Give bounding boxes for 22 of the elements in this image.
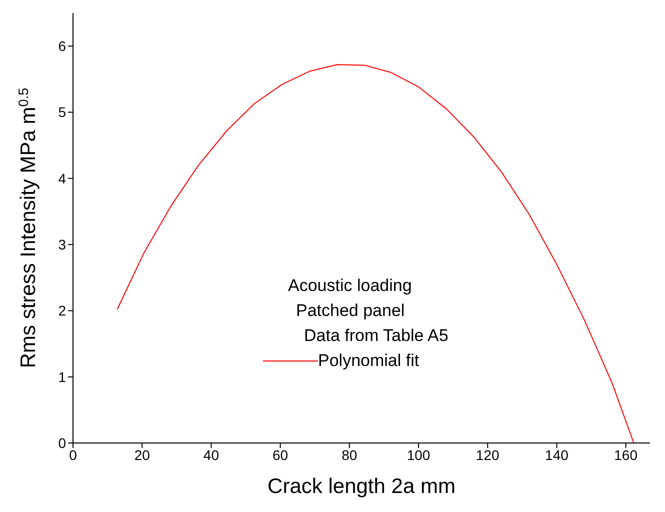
- y-tick-label: 6: [58, 38, 66, 54]
- y-tick-label: 0: [58, 434, 66, 451]
- annotation: Data from Table A5: [303, 325, 448, 347]
- x-axis-title: Crack length 2a mm: [268, 475, 456, 498]
- x-tick-label: 0: [69, 446, 78, 463]
- x-tick-label: 40: [203, 446, 220, 463]
- x-tick-label: 140: [545, 446, 569, 463]
- x-tick-label: 120: [476, 446, 500, 463]
- x-tick-label: 160: [614, 446, 638, 463]
- annotation: Patched panel: [295, 300, 406, 322]
- x-tick-label: 80: [342, 446, 358, 463]
- x-tick-label: 100: [406, 446, 430, 463]
- y-tick-label: 1: [58, 368, 66, 385]
- x-tick-label: 20: [134, 446, 150, 463]
- annotation: Acoustic loading: [287, 275, 413, 297]
- y-tick-label: 3: [58, 236, 66, 253]
- x-tick-label: 60: [272, 446, 288, 463]
- y-tick-label: 2: [58, 302, 66, 319]
- y-tick-label: 4: [58, 170, 66, 186]
- legend-label: Polynomial fit: [318, 350, 420, 372]
- line-series: [116, 64, 634, 443]
- y-tick-label: 5: [58, 104, 66, 120]
